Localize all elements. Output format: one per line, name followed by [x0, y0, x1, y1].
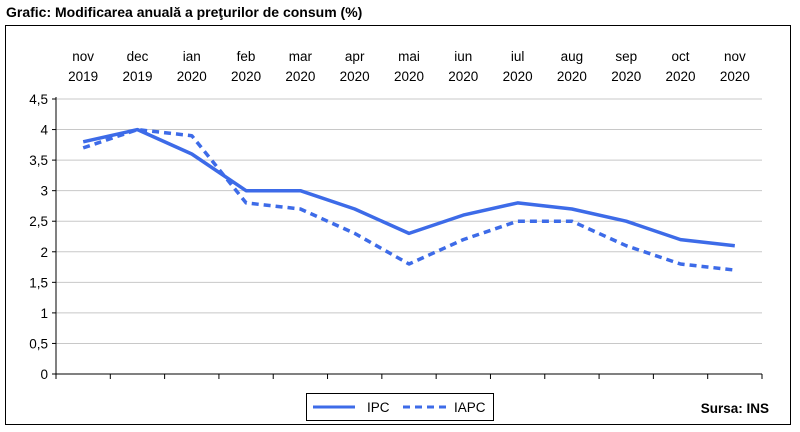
- legend-iapc-label: IAPC: [454, 400, 486, 415]
- y-tick-label: 1: [40, 306, 48, 321]
- y-tick-labels: 0 0,5 1 1,5 2 2,5 3 3,5 4 4,5: [29, 92, 48, 382]
- x-tick-label-year: 2020: [611, 69, 641, 84]
- axes: [52, 97, 763, 379]
- x-tick-label-month: ian: [183, 49, 201, 64]
- x-tick-label-month: dec: [127, 49, 149, 64]
- chart-frame: [5, 25, 791, 425]
- x-tick-label-month: sep: [615, 49, 637, 64]
- x-tick-label-month: iun: [454, 49, 472, 64]
- source-label: Sursa: INS: [700, 401, 769, 416]
- x-tick-labels: nov 2019 dec 2019 ian 2020 feb 2020 mar 2020 apr 20…: [68, 49, 750, 84]
- x-tick-label-month: nov: [724, 49, 746, 64]
- x-tick-label-month: mai: [398, 49, 420, 64]
- legend: IPC IAPC: [306, 393, 494, 421]
- y-tick-label: 2,5: [29, 214, 48, 229]
- x-tick-label-month: nov: [72, 49, 94, 64]
- x-tick-label-month: mar: [289, 49, 313, 64]
- x-tick-label-year: 2020: [394, 69, 424, 84]
- x-tick-label-year: 2020: [285, 69, 315, 84]
- x-tick-label-month: oct: [672, 49, 690, 64]
- y-tick-label: 1,5: [29, 275, 48, 290]
- series-lines: [82, 127, 735, 272]
- x-tick-label-year: 2019: [68, 69, 98, 84]
- x-tick-label-year: 2020: [557, 69, 587, 84]
- x-tick-label-year: 2020: [666, 69, 696, 84]
- x-tick-label-year: 2020: [448, 69, 478, 84]
- x-tick-label-month: iul: [511, 49, 525, 64]
- x-tick-label-year: 2020: [720, 69, 750, 84]
- x-tick-label-year: 2020: [231, 69, 261, 84]
- x-tick-label-year: 2020: [177, 69, 207, 84]
- y-tick-label: 2: [40, 245, 48, 260]
- chart-title: Grafic: Modificarea anuală a preţurilor …: [6, 4, 363, 20]
- x-tick-label-month: apr: [345, 49, 365, 64]
- y-tick-label: 0,5: [29, 336, 48, 351]
- y-tick-label: 3,5: [29, 153, 48, 168]
- legend-ipc-label: IPC: [367, 400, 390, 415]
- x-tick-label-year: 2019: [122, 69, 152, 84]
- grid-lines: [56, 98, 762, 344]
- y-tick-label: 0: [40, 367, 48, 382]
- y-tick-label: 4: [40, 123, 48, 138]
- y-tick-label: 3: [40, 184, 48, 199]
- y-tick-label: 4,5: [29, 92, 48, 107]
- series-line-ipc: [82, 127, 735, 248]
- x-tick-label-month: feb: [237, 49, 256, 64]
- x-tick-label-year: 2020: [503, 69, 533, 84]
- x-tick-label-month: aug: [561, 49, 584, 64]
- x-tick-label-year: 2020: [340, 69, 370, 84]
